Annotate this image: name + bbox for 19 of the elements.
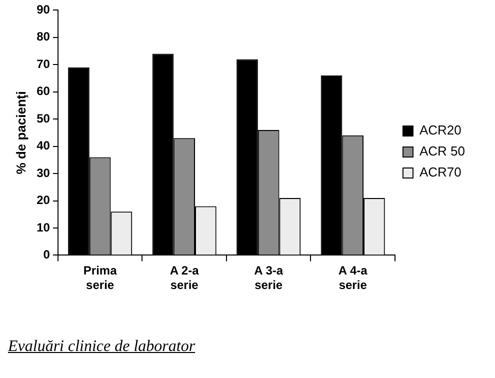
x-tick-label: A 2-a serie bbox=[170, 264, 200, 292]
y-tick-label: 60 bbox=[36, 84, 50, 98]
y-tick-label: 30 bbox=[36, 166, 50, 180]
legend-label: ACR 50 bbox=[419, 144, 466, 159]
y-tick-label: 90 bbox=[36, 2, 50, 17]
text: Evaluări clinice de laborator bbox=[8, 338, 196, 356]
x-tick-label: Prima serie bbox=[83, 264, 118, 292]
y-tick-label: 10 bbox=[36, 220, 50, 234]
y-axis-title: % de pacienţi bbox=[13, 91, 28, 174]
legend-label: ACR70 bbox=[419, 164, 462, 180]
x-tick-label: A 3-a serie bbox=[254, 264, 284, 292]
y-tick-label: 50 bbox=[36, 111, 50, 126]
y-tick-label: 80 bbox=[36, 30, 50, 44]
y-tick-label: 20 bbox=[36, 193, 50, 208]
y-tick-label: 0 bbox=[43, 248, 50, 262]
x-tick-label: A 4-a serie bbox=[338, 264, 368, 292]
y-tick-label: 40 bbox=[36, 138, 50, 153]
y-tick-label: 70 bbox=[36, 56, 50, 71]
legend-label: ACR20 bbox=[419, 122, 462, 138]
